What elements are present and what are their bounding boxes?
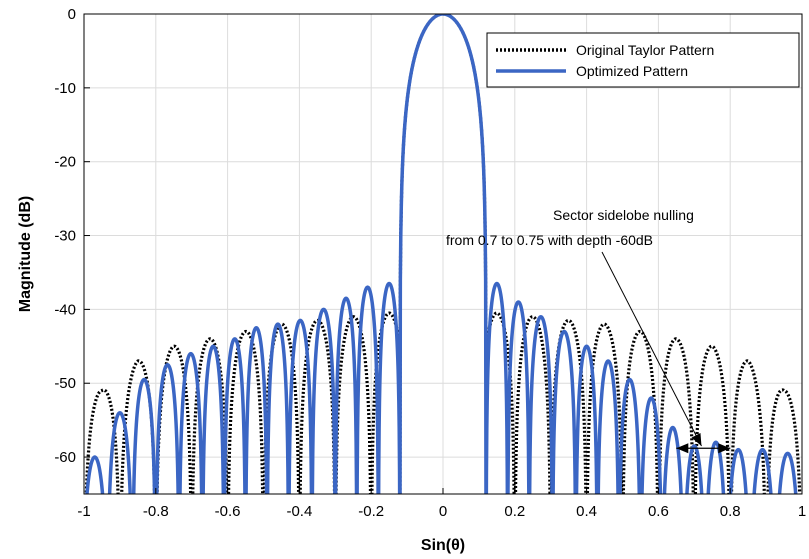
x-tick-label: 0.4 [576, 503, 597, 520]
x-tick-label: 0 [439, 503, 447, 520]
annotation-arrow [601, 251, 702, 447]
annotation-arrowhead [691, 433, 702, 446]
x-tick-label: 0.8 [720, 503, 741, 520]
y-tick-label: -60 [54, 449, 76, 466]
sector-arrow-left [676, 443, 689, 454]
x-tick-label: -0.4 [286, 503, 312, 520]
x-tick-label: 1 [798, 503, 806, 520]
legend: Original Taylor Pattern Optimized Patter… [486, 32, 800, 88]
x-tick-label: -0.8 [143, 503, 169, 520]
sector-arrow-right [718, 443, 731, 454]
x-axis-label: Sin(θ) [421, 537, 465, 554]
series-optimized-left-line [85, 281, 402, 494]
series-layer [84, 14, 802, 494]
y-tick-label: -10 [54, 80, 76, 97]
y-tick-label: -20 [54, 154, 76, 171]
legend-box [486, 32, 800, 88]
x-tick-label: 0.6 [648, 503, 669, 520]
tick-labels: -1 -0.8 -0.6 -0.4 -0.2 0 0.2 0.4 0.6 0.8 1 0 -10 -20 -… [54, 6, 806, 520]
y-tick-label: 0 [68, 6, 76, 23]
annotation-line-2: from 0.7 to 0.75 with depth -60dB [446, 232, 653, 248]
series-original-taylor-line [84, 14, 802, 494]
y-axis-label: Magnitude (dB) [17, 196, 34, 312]
y-tick-label: -50 [54, 375, 76, 392]
legend-label-original: Original Taylor Pattern [576, 42, 714, 58]
annotation-line-1: Sector sidelobe nulling [553, 207, 694, 223]
y-tick-label: -30 [54, 228, 76, 245]
series-optimized-right-line [484, 281, 798, 494]
series-optimized-main-lobe [398, 14, 488, 494]
legend-label-optimized: Optimized Pattern [576, 63, 688, 79]
annotation: Sector sidelobe nulling from 0.7 to 0.75… [446, 207, 731, 454]
x-tick-label: -0.6 [215, 503, 241, 520]
x-tick-label: -1 [77, 503, 90, 520]
x-tick-label: 0.2 [504, 503, 525, 520]
y-tick-label: -40 [54, 301, 76, 318]
x-tick-label: -0.2 [358, 503, 384, 520]
sector-markers [676, 443, 731, 454]
